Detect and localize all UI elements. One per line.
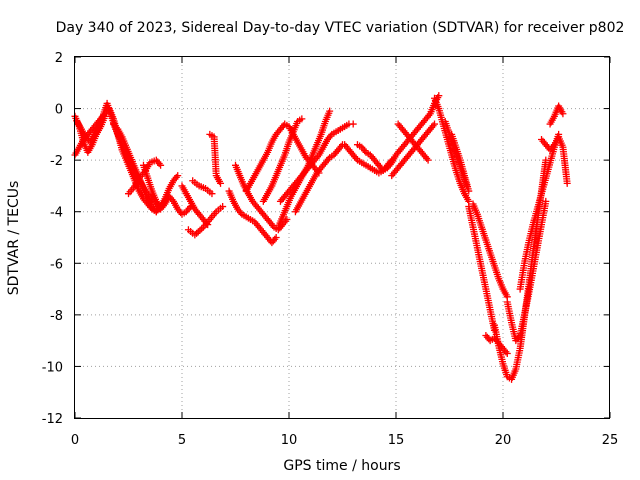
data-point [298, 115, 306, 123]
x-tick-labels: 0 5 10 15 20 25 [71, 433, 618, 448]
series-sat-ac [503, 197, 550, 345]
series-sat-c [71, 112, 109, 156]
y-tick-label: 2 [55, 51, 63, 66]
x-tick-label: 25 [602, 433, 619, 448]
series-sat-k [225, 187, 280, 247]
data-point [424, 156, 432, 164]
y-axis-label: SDTVAR / TECUs [6, 181, 22, 296]
x-axis-label: GPS time / hours [283, 458, 400, 474]
data-points [71, 92, 571, 383]
x-tick-label: 10 [281, 433, 298, 448]
data-point [563, 179, 571, 187]
series-sat-t [388, 120, 439, 180]
series-sat-z [469, 200, 511, 301]
data-point [435, 92, 443, 100]
data-point [272, 234, 280, 241]
series-sat-n [259, 115, 306, 205]
series-sat-q [291, 141, 346, 216]
data-point [217, 179, 225, 187]
y-tick-label: -6 [50, 257, 63, 272]
data-point [101, 112, 109, 120]
series-sat-g [178, 182, 212, 229]
data-point [559, 110, 567, 118]
data-point [503, 350, 511, 358]
y-tick-label: -4 [50, 206, 63, 221]
series-sat-b [73, 99, 162, 211]
series-sat-u [394, 120, 432, 164]
chart-title: Day 340 of 2023, Sidereal Day-to-day VTE… [56, 20, 625, 36]
series-sat-x [448, 130, 473, 195]
series-sat-h [184, 203, 227, 239]
x-tick-label: 15 [388, 433, 405, 448]
series-sat-o [274, 107, 334, 231]
series-sat-p [276, 120, 357, 205]
axis-ticks [74, 56, 611, 419]
x-tick-label: 20 [495, 433, 512, 448]
y-tick-label: -10 [42, 360, 63, 375]
data-point [542, 197, 550, 205]
series-sat-i [189, 177, 216, 198]
x-tick-label: 0 [71, 433, 79, 448]
data-point [208, 190, 216, 198]
series-sat-j [206, 130, 225, 187]
data-point [174, 172, 182, 180]
y-tick-label: -12 [42, 412, 63, 427]
plot-frame [74, 56, 610, 419]
series-sat-ae [538, 133, 571, 187]
data-point [157, 161, 165, 169]
y-tick-label: -2 [50, 154, 63, 169]
y-tick-label: 0 [55, 103, 63, 118]
series-sat-r [341, 141, 396, 177]
data-point [326, 107, 334, 115]
data-point [431, 120, 439, 128]
series-sat-af [546, 102, 567, 128]
data-point [219, 203, 227, 211]
grid-lines [75, 57, 610, 418]
y-tick-label: -8 [50, 309, 63, 324]
x-tick-label: 5 [178, 433, 186, 448]
data-point [465, 187, 473, 195]
y-tick-labels: -12 -10 -8 -6 -4 -2 0 2 [42, 51, 63, 427]
data-point [349, 120, 357, 128]
series-sat-f [125, 156, 165, 198]
